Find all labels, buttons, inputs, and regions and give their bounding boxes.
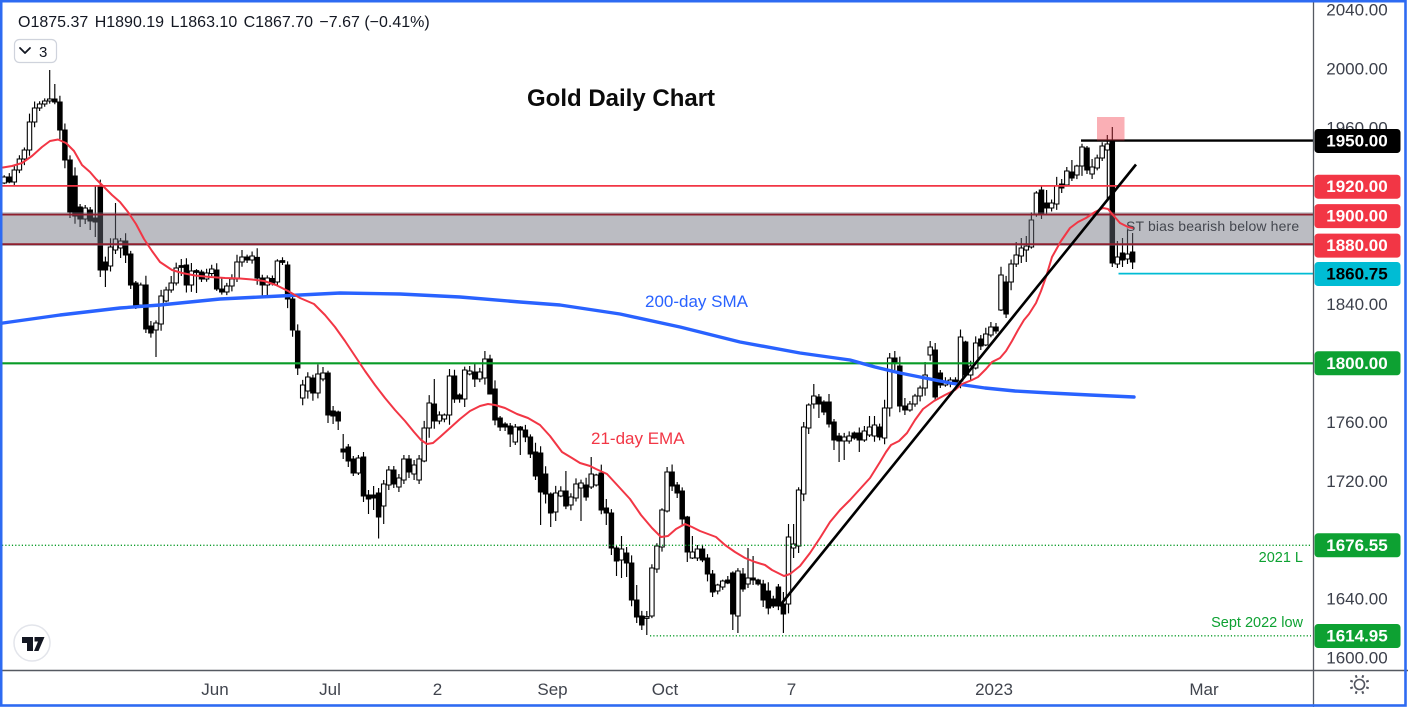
svg-text:Sep: Sep: [537, 680, 567, 699]
svg-text:1920.00: 1920.00: [1326, 177, 1387, 196]
svg-text:1600.00: 1600.00: [1326, 649, 1387, 668]
svg-text:2: 2: [433, 680, 442, 699]
svg-text:7: 7: [787, 680, 796, 699]
svg-text:2023: 2023: [975, 680, 1013, 699]
svg-text:2021 L: 2021 L: [1259, 550, 1303, 566]
svg-text:1950.00: 1950.00: [1326, 132, 1387, 151]
svg-text:200-day SMA: 200-day SMA: [645, 292, 749, 311]
svg-text:ST bias bearish below here: ST bias bearish below here: [1126, 218, 1299, 234]
svg-text:1860.75: 1860.75: [1326, 265, 1387, 284]
svg-text:1880.00: 1880.00: [1326, 236, 1387, 255]
svg-text:1840.00: 1840.00: [1326, 295, 1387, 314]
svg-text:1720.00: 1720.00: [1326, 472, 1387, 491]
svg-text:1900.00: 1900.00: [1326, 207, 1387, 226]
svg-text:1760.00: 1760.00: [1326, 413, 1387, 432]
svg-text:Mar: Mar: [1189, 680, 1219, 699]
svg-text:Jun: Jun: [201, 680, 228, 699]
svg-text:1614.95: 1614.95: [1326, 627, 1387, 646]
svg-text:21-day EMA: 21-day EMA: [591, 429, 685, 448]
svg-text:2040.00: 2040.00: [1326, 1, 1387, 20]
svg-text:2000.00: 2000.00: [1326, 59, 1387, 78]
svg-text:Oct: Oct: [652, 680, 679, 699]
svg-text:3: 3: [39, 44, 47, 61]
svg-text:Jul: Jul: [319, 680, 341, 699]
svg-text:O1875.37 H1890.19 L1863.10: O1875.37 H1890.19 L1863.10 C1867.70 −7.6…: [18, 14, 430, 31]
svg-text:1676.55: 1676.55: [1326, 536, 1387, 555]
svg-text:Gold Daily Chart: Gold Daily Chart: [527, 85, 715, 112]
svg-text:1640.00: 1640.00: [1326, 590, 1387, 609]
svg-text:Sept 2022 low: Sept 2022 low: [1211, 615, 1303, 631]
svg-text:1800.00: 1800.00: [1326, 354, 1387, 373]
